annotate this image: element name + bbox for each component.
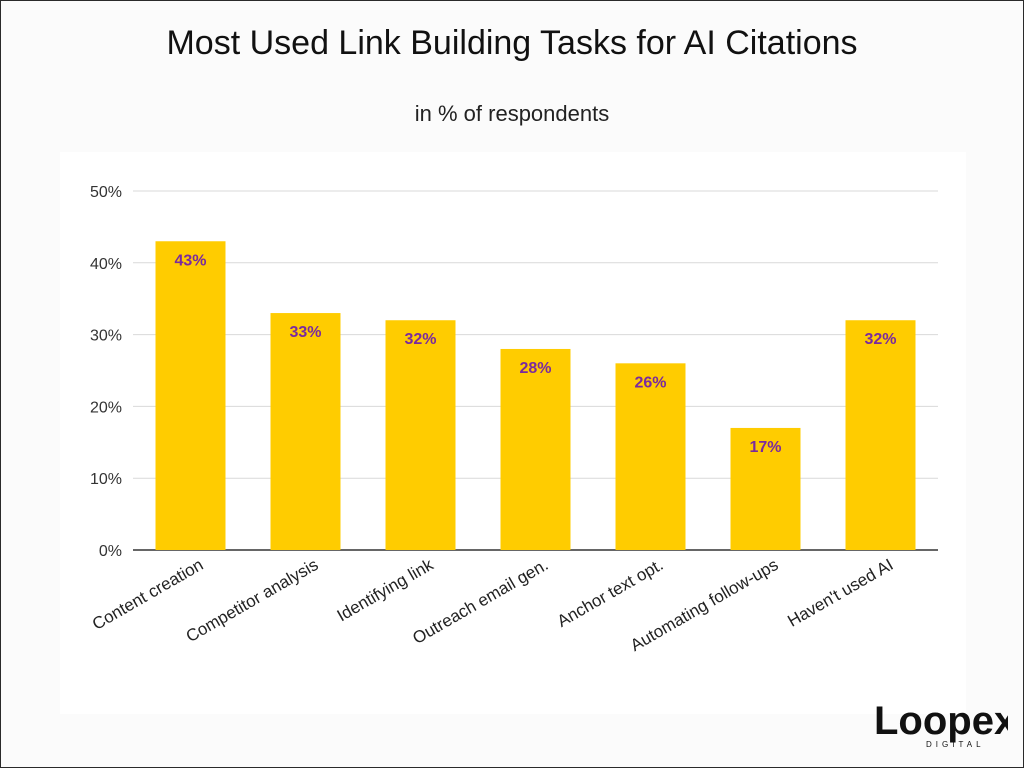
data-label: 17% <box>749 439 781 456</box>
y-tick-label: 50% <box>90 184 122 201</box>
chart-title: Most Used Link Building Tasks for AI Cit… <box>166 24 858 62</box>
bar <box>615 363 686 550</box>
bar <box>845 320 916 550</box>
logo-wordmark: Loopex <box>874 699 1008 743</box>
category-label: Identifying link <box>334 555 437 626</box>
category-label: Content creation <box>89 555 207 634</box>
data-labels: 43% 33% 32% 28% 26% 17% 32% <box>174 252 896 456</box>
y-axis-ticks: 0% 10% 20% 30% 40% 50% <box>90 184 122 560</box>
y-tick-label: 20% <box>90 399 122 416</box>
y-tick-label: 40% <box>90 256 122 273</box>
loopex-logo: Loopex DIGITAL <box>874 698 1016 750</box>
bar <box>500 348 571 550</box>
bar <box>730 427 801 550</box>
category-label: Haven't used AI <box>784 555 896 631</box>
bars <box>155 241 916 550</box>
bar <box>385 320 456 550</box>
y-tick-label: 0% <box>99 543 122 560</box>
chart-subtitle: in % of respondents <box>414 101 610 126</box>
category-label: Anchor text opt. <box>554 555 667 631</box>
data-label: 26% <box>634 374 666 391</box>
y-tick-label: 30% <box>90 328 122 345</box>
data-label: 33% <box>289 324 321 341</box>
data-label: 32% <box>404 331 436 348</box>
bar <box>270 313 341 550</box>
data-label: 28% <box>519 360 551 377</box>
y-tick-label: 10% <box>90 471 122 488</box>
data-label: 43% <box>174 252 206 269</box>
logo-subtext: DIGITAL <box>926 740 985 749</box>
bar <box>155 241 226 550</box>
data-label: 32% <box>864 331 896 348</box>
